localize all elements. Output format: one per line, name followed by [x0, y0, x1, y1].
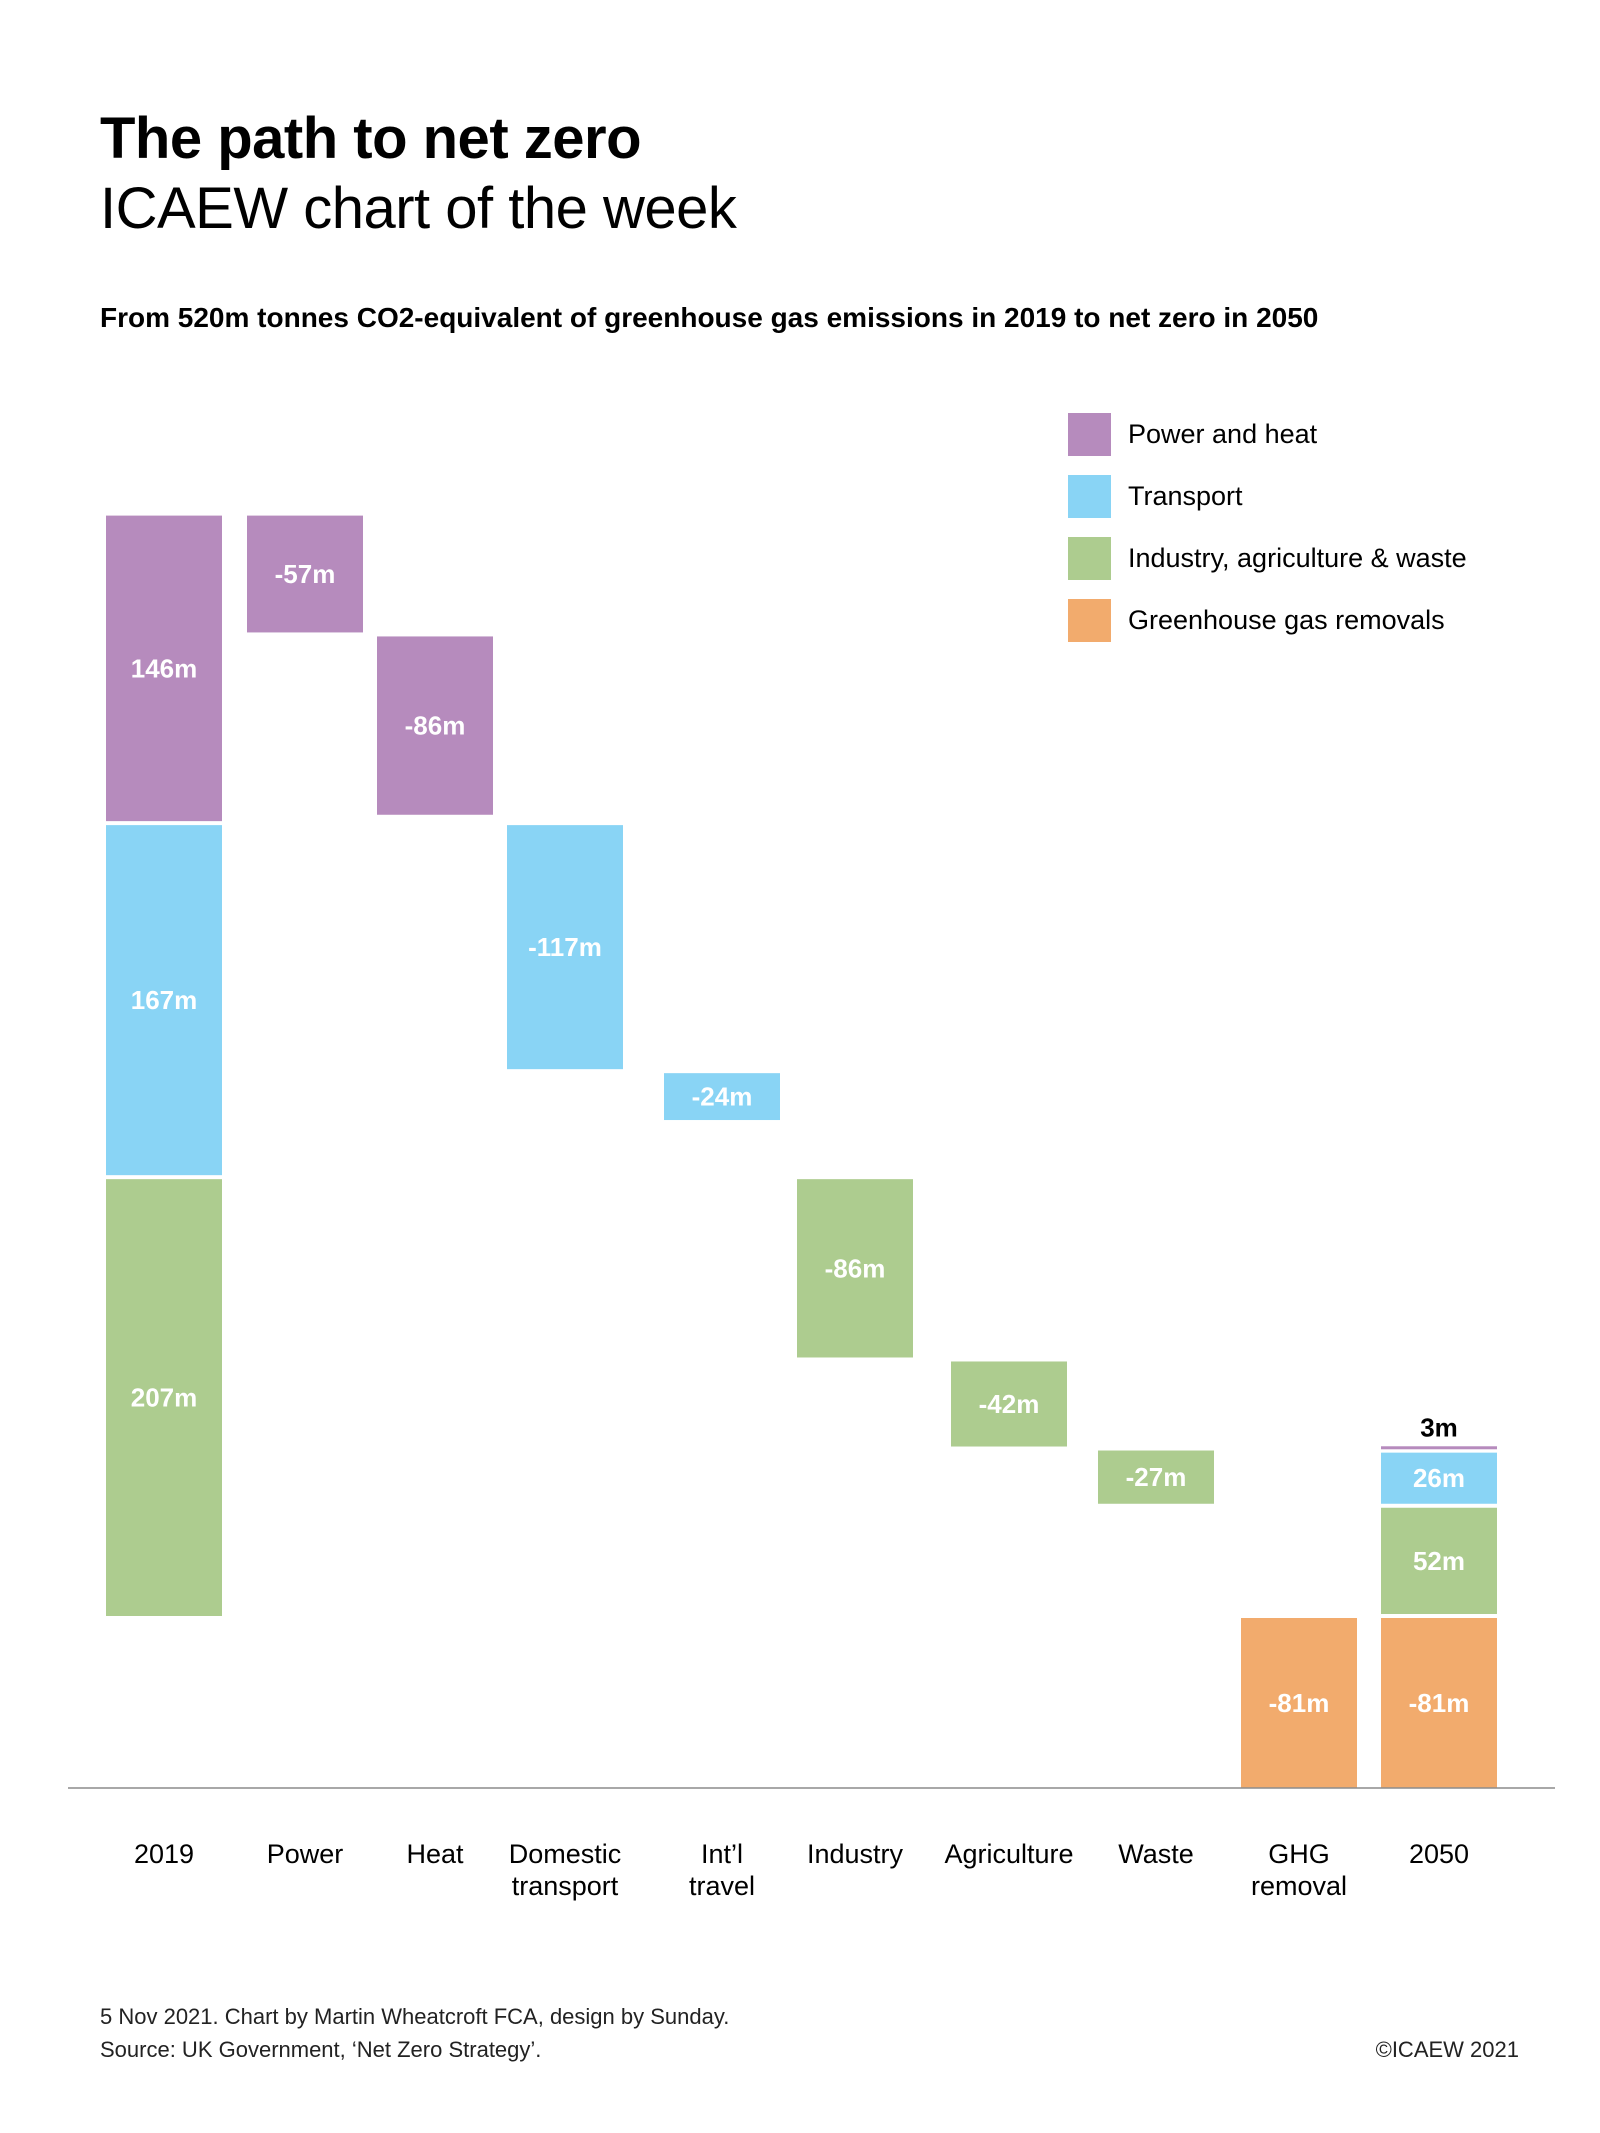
bar-value-label: 26m [1413, 1463, 1465, 1493]
bar-value-label: 52m [1413, 1546, 1465, 1576]
legend-item-removals: Greenhouse gas removals [1068, 598, 1467, 642]
bar-value-label: -86m [405, 711, 466, 741]
bar-segment-industry [1098, 1450, 1214, 1504]
chart-title: The path to net zero [100, 106, 642, 171]
legend-label: Power and heat [1128, 419, 1318, 449]
bar-value-label: 167m [131, 985, 198, 1015]
bar-segment-removals [1381, 1618, 1497, 1788]
x-tick-label: Domestic [509, 1839, 622, 1869]
legend-swatch-removals [1068, 598, 1111, 642]
legend-item-power-heat: Power and heat [1068, 412, 1467, 456]
x-tick-label: 2050 [1409, 1839, 1469, 1869]
x-tick-label: Agriculture [944, 1839, 1073, 1869]
x-tick-label: Industry [807, 1839, 904, 1869]
bar-value-label: 146m [131, 653, 198, 683]
bar-segment-power_heat [1381, 1446, 1497, 1450]
bar-segment-transport [106, 825, 222, 1176]
legend-swatch-transport [1068, 474, 1111, 518]
legend-item-transport: Transport [1068, 474, 1467, 518]
bar-segment-removals [1241, 1618, 1357, 1788]
bar-segment-transport [507, 825, 623, 1070]
bar-value-label: 3m [1420, 1412, 1458, 1442]
bar-value-label: -27m [1126, 1462, 1187, 1492]
x-tick-label: 2019 [134, 1839, 194, 1869]
bar-value-label: 207m [131, 1383, 198, 1413]
bar-segment-transport [1381, 1452, 1497, 1504]
legend-label: Industry, agriculture & waste [1128, 543, 1467, 573]
bar-value-label: -117m [528, 932, 602, 962]
series-name: ICAEW chart of the week [100, 176, 737, 241]
bar-segment-transport [664, 1073, 780, 1121]
bar-segment-industry [797, 1179, 913, 1358]
bar-segment-industry [1381, 1507, 1497, 1614]
x-tick-label: Power [267, 1839, 344, 1869]
bar-segment-power_heat [377, 636, 493, 815]
bar-value-label: -42m [979, 1389, 1040, 1419]
bar-value-label: -81m [1269, 1688, 1330, 1718]
footer-credit: 5 Nov 2021. Chart by Martin Wheatcroft F… [100, 2004, 730, 2029]
x-tick-label: Heat [406, 1839, 464, 1869]
bar-segment-power_heat [106, 515, 222, 822]
bar-value-label: -57m [275, 559, 336, 589]
legend-label: Transport [1128, 481, 1243, 511]
bar-segment-industry [951, 1361, 1067, 1447]
legend-swatch-power-heat [1068, 412, 1111, 456]
legend-item-industry: Industry, agriculture & waste [1068, 536, 1467, 580]
footer-source: Source: UK Government, ‘Net Zero Strateg… [100, 2037, 542, 2062]
x-tick-label: removal [1251, 1871, 1347, 1901]
chart-subtitle: From 520m tonnes CO2-equivalent of green… [100, 302, 1319, 333]
bar-value-label: -81m [1409, 1688, 1470, 1718]
legend-label: Greenhouse gas removals [1128, 605, 1445, 635]
x-tick-label: Int’l [701, 1839, 743, 1869]
legend: Power and heat Transport Industry, agric… [1068, 412, 1467, 660]
x-tick-label: travel [689, 1871, 755, 1901]
x-tick-label: transport [512, 1871, 619, 1901]
x-tick-label: Waste [1118, 1839, 1194, 1869]
bar-segment-industry [106, 1179, 222, 1616]
bar-value-label: -86m [825, 1253, 886, 1283]
x-tick-label: GHG [1268, 1839, 1330, 1869]
bar-segment-power_heat [247, 515, 363, 633]
bar-value-label: -24m [692, 1082, 753, 1112]
footer-copyright: ©ICAEW 2021 [1375, 2037, 1519, 2062]
legend-swatch-industry [1068, 536, 1111, 580]
